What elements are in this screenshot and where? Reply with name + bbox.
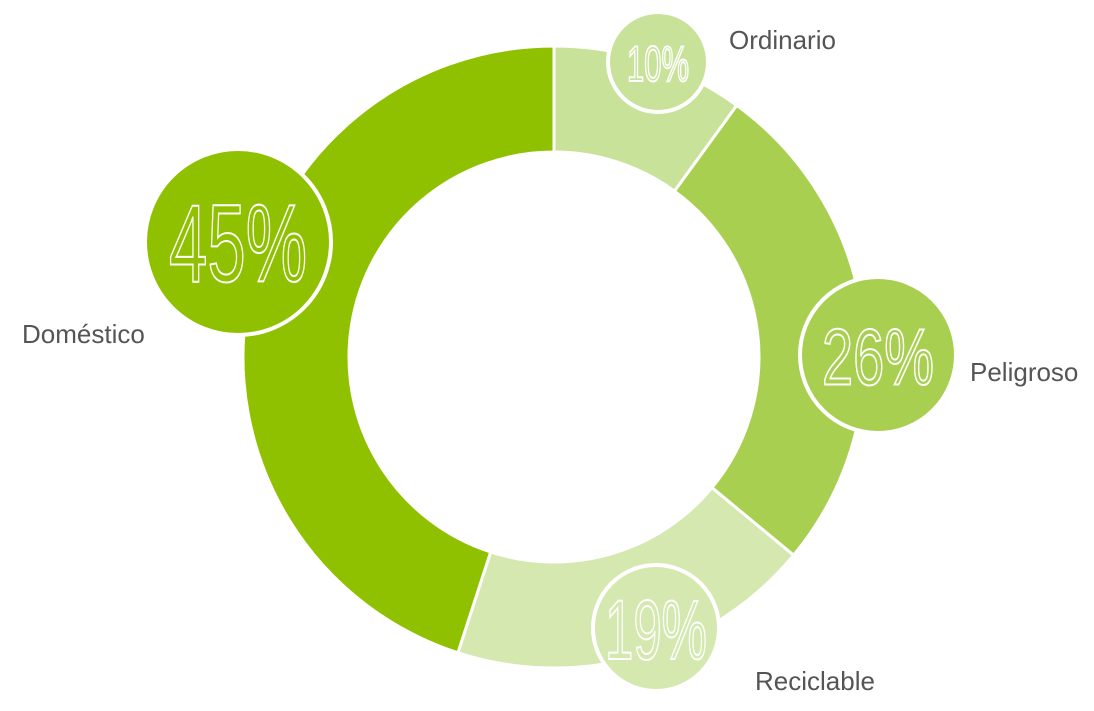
percent-badge [798, 275, 958, 435]
category-label: Doméstico [22, 319, 145, 349]
category-label: Reciclable [755, 666, 875, 696]
percent-label: 26% [822, 313, 934, 402]
donut-segment [672, 103, 867, 558]
percent-badge [591, 563, 721, 693]
category-label: Ordinario [729, 25, 836, 55]
percent-badge [143, 147, 333, 337]
category-label: Peligroso [970, 357, 1078, 387]
percent-badge [606, 10, 710, 114]
percent-label: 10% [627, 36, 689, 92]
percent-label: 19% [605, 583, 707, 677]
percent-label: 45% [169, 183, 307, 306]
